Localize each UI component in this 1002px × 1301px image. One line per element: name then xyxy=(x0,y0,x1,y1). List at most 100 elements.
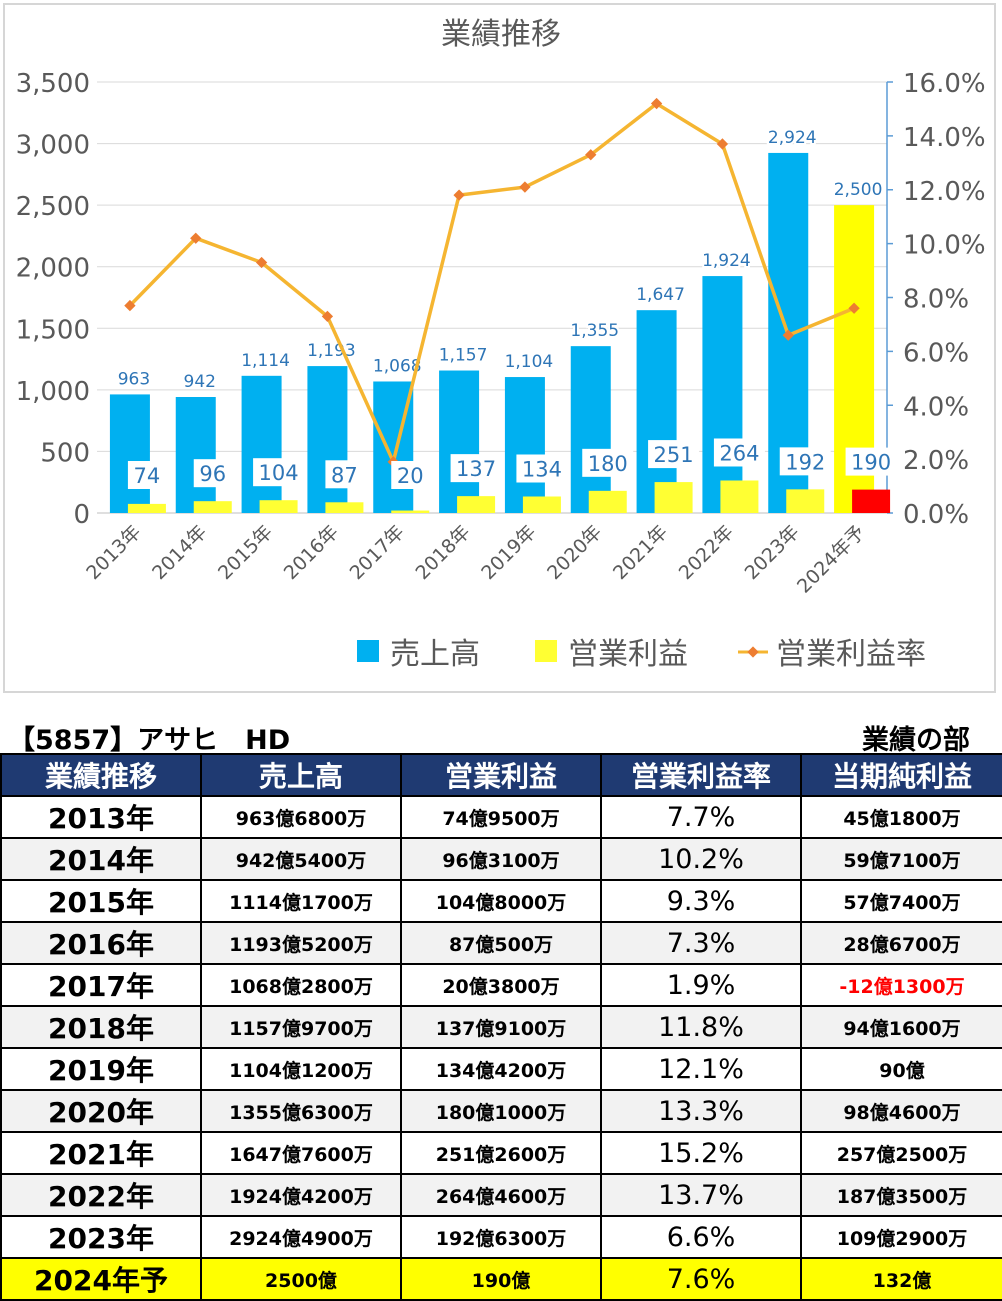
cell-year: 2013年 xyxy=(0,795,202,839)
cell-operating-margin: 7.6% xyxy=(600,1257,802,1301)
operating-profit-data-label: 251 xyxy=(654,443,694,467)
y2-tick-label: 10.0% xyxy=(903,231,986,261)
sales-data-label: 1,104 xyxy=(505,352,554,372)
op-label-box xyxy=(648,440,700,469)
cell-operating-profit: 180億1000万 xyxy=(400,1089,602,1133)
x-category-label: 2018年 xyxy=(411,521,474,584)
table-header-row: 業績推移 売上高 営業利益 営業利益率 当期純利益 xyxy=(0,753,1002,797)
header-operating-margin: 営業利益率 xyxy=(600,753,802,797)
y2-tick-label: 8.0% xyxy=(903,285,969,315)
operating-profit-bar xyxy=(522,496,561,513)
cell-sales: 1924億4200万 xyxy=(200,1173,402,1217)
operating-margin-line xyxy=(128,101,855,464)
legend-label-rate: 営業利益率 xyxy=(776,637,926,672)
cell-sales: 2924億4900万 xyxy=(200,1215,402,1259)
cell-sales: 1193億5200万 xyxy=(200,921,402,965)
x-category-label: 2021年 xyxy=(609,521,672,584)
sales-bar xyxy=(570,346,611,513)
sales-bar xyxy=(109,394,150,513)
header-operating-profit: 営業利益 xyxy=(400,753,602,797)
table-row: 2019年 1104億1200万 134億4200万 12.1% 90億 xyxy=(0,1047,1002,1091)
operating-profit-bar xyxy=(127,503,166,513)
operating-profit-bar xyxy=(786,489,825,513)
cell-operating-profit: 251億2600万 xyxy=(400,1131,602,1175)
y-tick-label: 3,000 xyxy=(16,131,90,161)
cell-operating-margin: 11.8% xyxy=(600,1005,802,1049)
operating-margin-point xyxy=(585,149,597,161)
operating-profit-data-label: 192 xyxy=(785,450,825,474)
table-row: 2017年 1068億2800万 20億3800万 1.9% -12億1300万 xyxy=(0,963,1002,1007)
legend-marker-rate xyxy=(747,646,759,658)
operating-profit-bar xyxy=(391,510,430,513)
table-row: 2015年 1114億1700万 104億8000万 9.3% 57億7400万 xyxy=(0,879,1002,923)
operating-margin-point xyxy=(519,181,531,193)
cell-operating-margin: 1.9% xyxy=(600,963,802,1007)
cell-operating-margin: 7.7% xyxy=(600,795,802,839)
cell-sales: 2500億 xyxy=(200,1257,402,1301)
cell-net-income: 59億7100万 xyxy=(800,837,1002,881)
table-row: 2022年 1924億4200万 264億4600万 13.7% 187億3500万 xyxy=(0,1173,1002,1217)
chart-frame xyxy=(3,3,996,693)
table-row: 2016年 1193億5200万 87億500万 7.3% 28億6700万 xyxy=(0,921,1002,965)
x-category-label: 2020年 xyxy=(543,521,606,584)
operating-profit-bar xyxy=(457,496,496,513)
y-tick-label: 1,000 xyxy=(16,377,90,407)
op-label-box xyxy=(193,459,232,488)
cell-operating-margin: 13.3% xyxy=(600,1089,802,1133)
x-category-label: 2023年 xyxy=(741,521,804,584)
y2-tick-label: 0.0% xyxy=(903,500,969,530)
op-label-box xyxy=(450,454,502,483)
cell-sales: 1647億7600万 xyxy=(200,1131,402,1175)
y2-tick-label: 2.0% xyxy=(903,446,969,476)
sales-data-label: 2,500 xyxy=(834,180,883,200)
cell-net-income: 98億4600万 xyxy=(800,1089,1002,1133)
operating-profit-data-label: 264 xyxy=(719,441,759,465)
table-row: 2020年 1355億6300万 180億1000万 13.3% 98億4600万 xyxy=(0,1089,1002,1133)
x-category-label: 2017年 xyxy=(346,521,409,584)
cell-net-income: 94億1600万 xyxy=(800,1005,1002,1049)
x-category-label: 2024年予 xyxy=(793,521,870,598)
cell-operating-margin: 10.2% xyxy=(600,837,802,881)
cell-year: 2018年 xyxy=(0,1005,202,1049)
table-row: 2023年 2924億4900万 192億6300万 6.6% 109億2900万 xyxy=(0,1215,1002,1259)
operating-profit-data-label: 96 xyxy=(199,462,226,486)
y-tick-label: 3,500 xyxy=(16,69,90,99)
cell-operating-profit: 190億 xyxy=(400,1257,602,1301)
cell-net-income: -12億1300万 xyxy=(800,963,1002,1007)
operating-profit-data-label: 74 xyxy=(134,464,161,488)
cell-year: 2015年 xyxy=(0,879,202,923)
cell-year: 2021年 xyxy=(0,1131,202,1175)
cell-year: 2016年 xyxy=(0,921,202,965)
operating-profit-data-label: 137 xyxy=(456,457,496,481)
operating-profit-data-label: 180 xyxy=(588,452,628,476)
y-tick-label: 0 xyxy=(73,500,90,530)
sales-data-label: 1,068 xyxy=(373,356,422,376)
cell-year: 2014年 xyxy=(0,837,202,881)
cell-net-income: 45億1800万 xyxy=(800,795,1002,839)
sales-bar xyxy=(504,377,545,513)
cell-operating-profit: 20億3800万 xyxy=(400,963,602,1007)
x-category-label: 2016年 xyxy=(280,521,343,584)
operating-margin-point xyxy=(190,232,202,244)
cell-operating-margin: 13.7% xyxy=(600,1173,802,1217)
operating-profit-bar xyxy=(720,480,759,513)
cell-year: 2023年 xyxy=(0,1215,202,1259)
x-category-label: 2013年 xyxy=(82,521,145,584)
cell-operating-profit: 104億8000万 xyxy=(400,879,602,923)
operating-profit-data-label: 20 xyxy=(397,464,424,488)
op-label-box xyxy=(582,448,634,477)
cell-year: 2019年 xyxy=(0,1047,202,1091)
sales-data-label: 942 xyxy=(184,372,216,392)
header-net-income: 当期純利益 xyxy=(800,753,1002,797)
operating-profit-bar xyxy=(193,501,232,513)
op-label-box xyxy=(516,454,568,483)
y2-tick-label: 16.0% xyxy=(903,69,986,99)
table-body: 2013年 963億6800万 74億9500万 7.7% 45億1800万 2014年 9… xyxy=(0,795,1002,1301)
x-category-label: 2014年 xyxy=(148,521,211,584)
cell-sales: 942億5400万 xyxy=(200,837,402,881)
x-category-label: 2015年 xyxy=(214,521,277,584)
sales-data-label: 1,157 xyxy=(439,346,488,366)
header-period: 業績推移 xyxy=(0,753,202,797)
sales-bar xyxy=(439,370,480,513)
y2-tick-label: 14.0% xyxy=(903,123,986,153)
